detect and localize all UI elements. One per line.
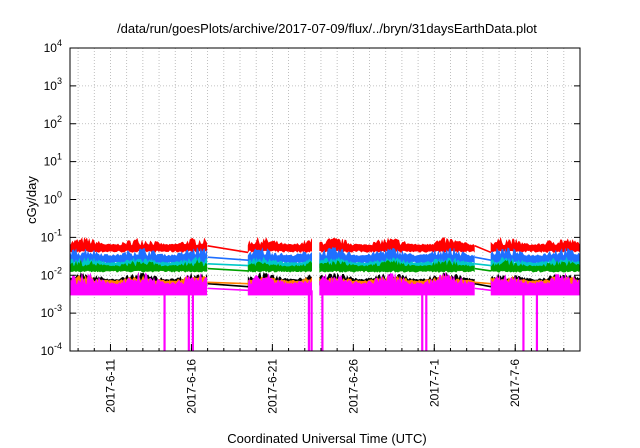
drop-line — [425, 290, 428, 351]
y-axis: 10-4 10-3 10-2 10-1 100 101 102 103 104 — [41, 38, 580, 358]
gap-connector-line — [474, 287, 492, 292]
drop-line — [307, 290, 311, 351]
gap-connector-line — [207, 244, 249, 254]
x-axis: 2017-6-11 2017-6-16 2017-6-21 2017-6-26 2017… — [77, 344, 565, 414]
series-band — [69, 259, 208, 273]
y-tick-label: 100 — [44, 190, 62, 207]
x-tick-label: 2017-6-26 — [346, 359, 360, 414]
y-tick-label: 10-2 — [41, 265, 62, 282]
drop-line — [535, 290, 539, 351]
drop-line — [163, 290, 166, 351]
gap-connector-line — [207, 256, 249, 261]
drop-line — [310, 290, 313, 351]
gap-connector-line — [207, 281, 249, 285]
gap-connector-line — [474, 281, 492, 285]
series-band — [319, 259, 475, 273]
y-tick-label: 10-4 — [41, 341, 62, 358]
y-tick-label: 103 — [44, 76, 62, 93]
series-band — [247, 261, 312, 273]
plot-area — [69, 236, 581, 351]
gap-connector-line — [474, 267, 492, 272]
drop-line — [321, 290, 324, 351]
y-tick-label: 101 — [44, 152, 62, 169]
y-tick-label: 10-1 — [41, 227, 62, 244]
y-tick-label: 104 — [44, 38, 62, 55]
x-tick-label: 2017-6-16 — [184, 359, 198, 414]
gap-lines — [207, 244, 492, 292]
gap-connector-line — [474, 263, 492, 267]
gap-connector-line — [207, 267, 249, 272]
x-axis-label: Coordinated Universal Time (UTC) — [227, 431, 426, 446]
x-tick-label: 2017-7-1 — [427, 359, 441, 407]
series-fills — [69, 236, 581, 296]
drop-line — [187, 290, 190, 351]
drop-line — [522, 290, 525, 351]
series-band — [490, 236, 581, 253]
x-tick-label: 2017-6-11 — [103, 359, 117, 413]
gap-connector-line — [207, 287, 249, 292]
y-axis-label: cGy/day — [24, 176, 39, 224]
gap-connector-line — [207, 263, 249, 267]
drop-lines — [163, 290, 539, 351]
gap-connector-line — [474, 282, 492, 288]
series-band — [319, 237, 475, 253]
gap-connector-line — [207, 282, 249, 288]
series-band — [319, 272, 475, 296]
y-tick-label: 10-3 — [41, 303, 62, 320]
x-tick-label: 2017-6-21 — [265, 359, 279, 414]
x-tick-label: 2017-7-6 — [508, 359, 522, 407]
gap-connector-line — [474, 245, 492, 254]
drop-line — [421, 290, 424, 351]
gap-connector-line — [474, 256, 492, 261]
grid — [70, 48, 580, 351]
y-tick-label: 102 — [44, 114, 62, 131]
series-band — [69, 272, 208, 296]
drop-line — [191, 290, 194, 351]
chart-title: /data/run/goesPlots/archive/2017-07-09/f… — [117, 21, 537, 36]
series-band — [69, 237, 208, 253]
